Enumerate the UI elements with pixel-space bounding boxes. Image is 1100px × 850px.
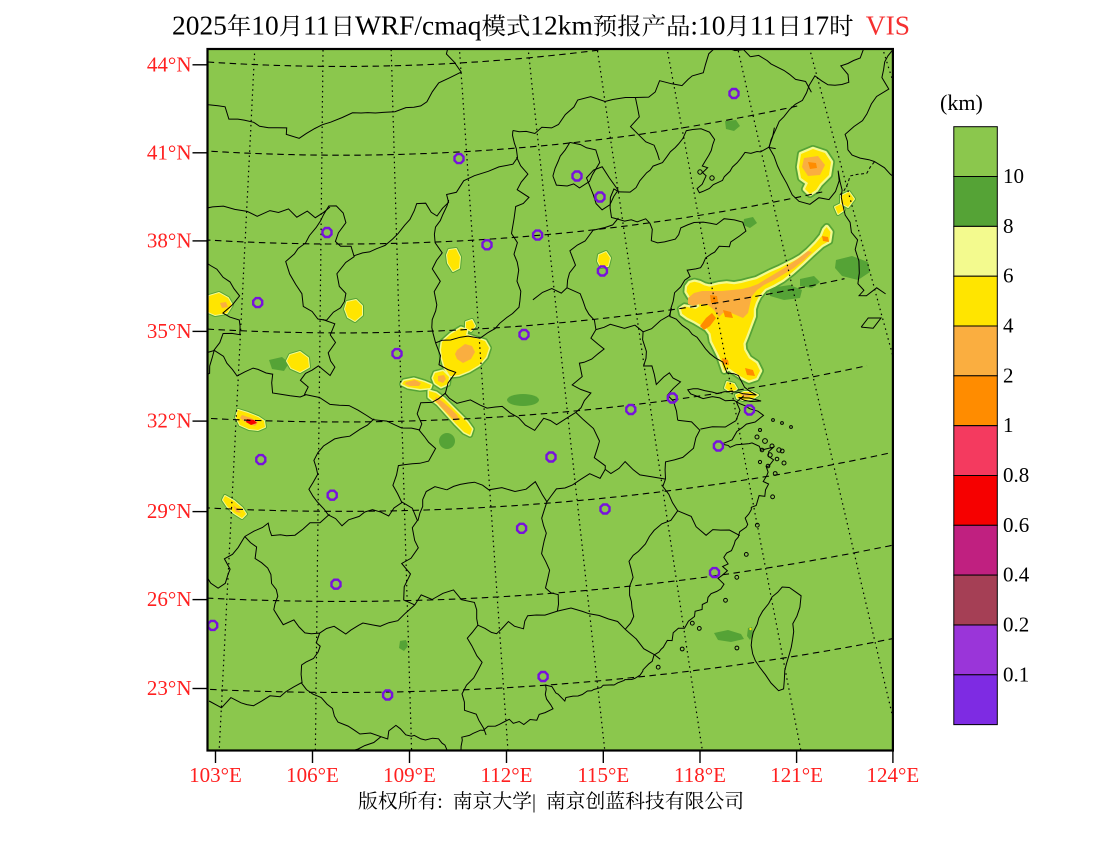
svg-text:103°E: 103°E [189,763,242,787]
svg-text::: : [437,791,443,813]
svg-text:124°E: 124°E [867,763,920,787]
svg-text:0.6: 0.6 [1003,513,1029,537]
svg-text:112°E: 112°E [481,763,533,787]
svg-text:41°N: 41°N [147,140,192,164]
svg-text:32°N: 32°N [147,409,192,433]
svg-text:1: 1 [1003,413,1014,437]
svg-text:10: 10 [251,11,278,41]
svg-text:(km): (km) [940,90,983,115]
svg-text:12km: 12km [530,11,593,41]
svg-text:26°N: 26°N [147,587,192,611]
svg-text:WRF/cmaq: WRF/cmaq [355,11,482,41]
svg-text:10: 10 [1003,164,1024,188]
svg-text:4: 4 [1003,314,1014,338]
svg-text:17: 17 [802,11,829,41]
svg-text:2: 2 [1003,363,1014,387]
svg-text:106°E: 106°E [286,763,339,787]
svg-text:11: 11 [303,11,329,41]
svg-text:121°E: 121°E [770,763,823,787]
svg-text:10: 10 [698,11,725,41]
svg-text:VIS: VIS [866,11,910,41]
svg-text:115°E: 115°E [577,763,629,787]
svg-text:118°E: 118°E [674,763,726,787]
svg-text:44°N: 44°N [147,52,192,76]
svg-text:35°N: 35°N [147,319,192,343]
svg-text:11: 11 [750,11,776,41]
svg-text:29°N: 29°N [147,499,192,523]
svg-text:0.4: 0.4 [1003,563,1030,587]
svg-text:0.1: 0.1 [1003,662,1029,686]
svg-text:0.8: 0.8 [1003,463,1029,487]
svg-text::: : [690,11,698,41]
svg-text:23°N: 23°N [147,676,192,700]
svg-text:109°E: 109°E [383,763,436,787]
svg-text:0.2: 0.2 [1003,613,1029,637]
svg-text:|: | [532,791,536,813]
svg-text:8: 8 [1003,214,1014,238]
svg-text:38°N: 38°N [147,228,192,252]
svg-text:2025: 2025 [172,11,227,41]
svg-text:6: 6 [1003,264,1014,288]
